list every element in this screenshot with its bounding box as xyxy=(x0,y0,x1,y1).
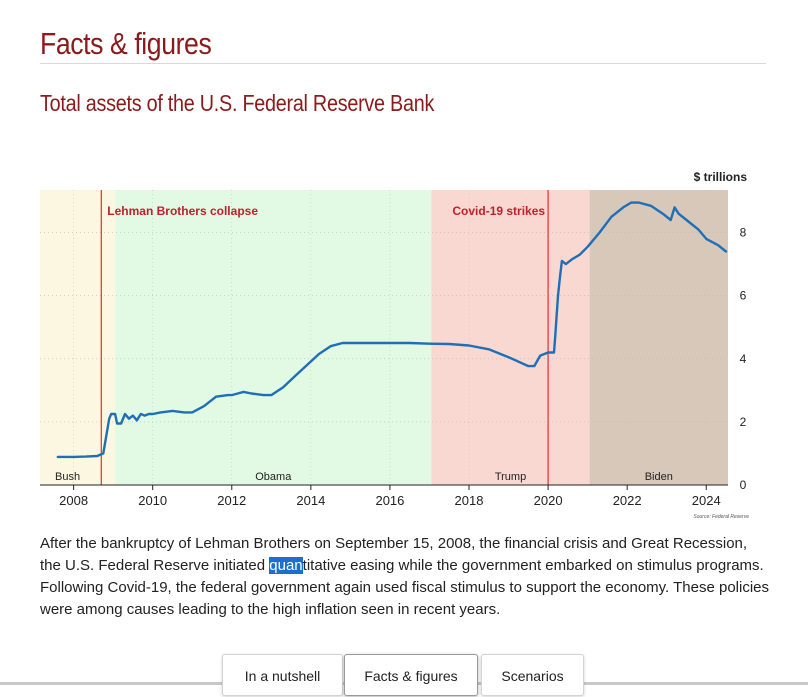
period-band-bush xyxy=(40,190,116,485)
y-tick-label: 0 xyxy=(740,478,747,492)
paragraph-text-start: After the bankruptcy of Lehman Brothers … xyxy=(40,535,748,574)
period-label-biden: Biden xyxy=(645,471,673,483)
y-tick-label: 8 xyxy=(740,226,747,240)
x-tick-label: 2008 xyxy=(59,493,88,508)
x-tick-label: 2014 xyxy=(296,493,325,508)
source-note: Source: Federal Reserve xyxy=(693,514,749,520)
period-band-trump xyxy=(431,190,590,485)
period-band-biden xyxy=(589,190,728,485)
highlighted-selection: quan xyxy=(269,557,303,574)
title-divider xyxy=(40,63,766,64)
total-assets-chart: Lehman Brothers collapse Covid-19 strikes… xyxy=(40,170,749,520)
x-tick-label: 2010 xyxy=(138,493,167,508)
x-tick-label: 2018 xyxy=(455,493,484,508)
total-assets-line xyxy=(56,201,728,459)
event-label-lehman: Lehman Brothers collapse xyxy=(107,204,258,218)
x-tick-label: 2016 xyxy=(375,493,404,508)
x-tick-label: 2012 xyxy=(217,493,246,508)
x-tick-label: 2020 xyxy=(534,493,563,508)
event-label-covid: Covid-19 strikes xyxy=(452,204,545,218)
tab-in-a-nutshell[interactable]: In a nutshell xyxy=(222,654,343,696)
period-band-obama xyxy=(115,190,432,485)
period-label-trump: Trump xyxy=(495,471,526,483)
y-axis-label: $ trillions xyxy=(694,170,748,184)
y-tick-label: 6 xyxy=(740,289,747,303)
description-paragraph: After the bankruptcy of Lehman Brothers … xyxy=(40,533,770,621)
x-tick-label: 2024 xyxy=(692,493,721,508)
y-tick-label: 4 xyxy=(740,352,747,366)
y-tick-label: 2 xyxy=(740,415,747,429)
x-tick-label: 2022 xyxy=(613,493,642,508)
chart-title: Total assets of the U.S. Federal Reserve… xyxy=(40,90,435,116)
period-label-bush: Bush xyxy=(55,471,80,483)
period-label-obama: Obama xyxy=(255,471,292,483)
tab-scenarios[interactable]: Scenarios xyxy=(481,654,584,696)
paragraph-text-end: titative easing while the government emb… xyxy=(40,557,770,618)
tab-facts-and-figures[interactable]: Facts & figures xyxy=(344,654,478,696)
page-title: Facts & figures xyxy=(40,26,212,61)
